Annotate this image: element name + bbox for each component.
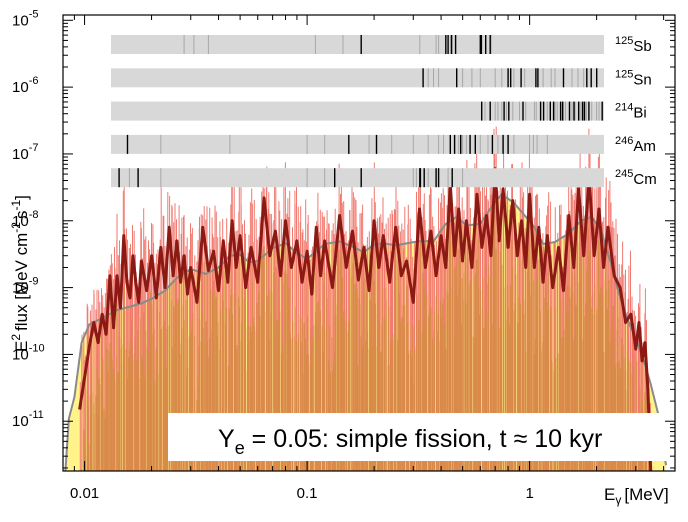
- line-spikes-tan: [81, 206, 651, 471]
- x-axis-ticks: 0.01 0.1 1: [62, 15, 665, 502]
- y-axis-ticks: 10-11 10-10 10-9 10-8 10-7 10-6 10-5: [12, 8, 675, 469]
- isotope-bar-sn-125: 125Sn: [111, 68, 652, 88]
- y-tick-label: 10-8: [12, 209, 38, 230]
- isotope-bar-background: [111, 168, 604, 188]
- y-tick-label: 10-10: [12, 342, 45, 363]
- y-tick-label: 10-6: [12, 75, 38, 96]
- isotope-label: 245Cm: [615, 168, 657, 188]
- y-tick-label: 10-11: [12, 409, 44, 430]
- x-axis-title: Eγ [MeV]: [604, 485, 669, 507]
- y-tick-label: 10-7: [12, 142, 38, 163]
- plot-frame: [62, 14, 676, 472]
- isotope-bar-background: [111, 35, 604, 54]
- isotope-bar-background: [111, 68, 604, 88]
- binned-total-line: [78, 167, 653, 471]
- annotation-text: Ye = 0.05: simple fission, t ≈ 10 kyr: [218, 425, 602, 458]
- isotope-bar-bi-214: 214Bi: [111, 101, 647, 122]
- isotope-label: 246Am: [615, 135, 656, 155]
- isotope-bar-am-246: 246Am: [111, 134, 656, 155]
- isotope-bar-cm-245: 245Cm: [111, 168, 657, 188]
- y-tick-label: 10-9: [12, 276, 38, 297]
- isotope-label: 125Sb: [615, 35, 652, 55]
- x-tick-label: 0.01: [70, 485, 99, 502]
- y-axis-title: E2flux [MeV cm-2s-1]: [9, 195, 31, 352]
- isotope-bar-background: [111, 101, 604, 121]
- annotation-box: Ye = 0.05: simple fission, t ≈ 10 kyr: [168, 413, 671, 461]
- x-tick-label: 1: [525, 485, 533, 502]
- isotope-label: 214Bi: [615, 102, 647, 122]
- plot-area: [64, 126, 667, 471]
- x-tick-label: 0.1: [297, 485, 318, 502]
- isotope-label: 125Sn: [615, 68, 652, 88]
- isotope-bar-sb-125: 125Sb: [111, 35, 652, 55]
- y-tick-label: 10-5: [12, 8, 38, 29]
- isotope-bars: 125Sb 125Sn 214Bi 246Am 245Cm: [111, 35, 657, 188]
